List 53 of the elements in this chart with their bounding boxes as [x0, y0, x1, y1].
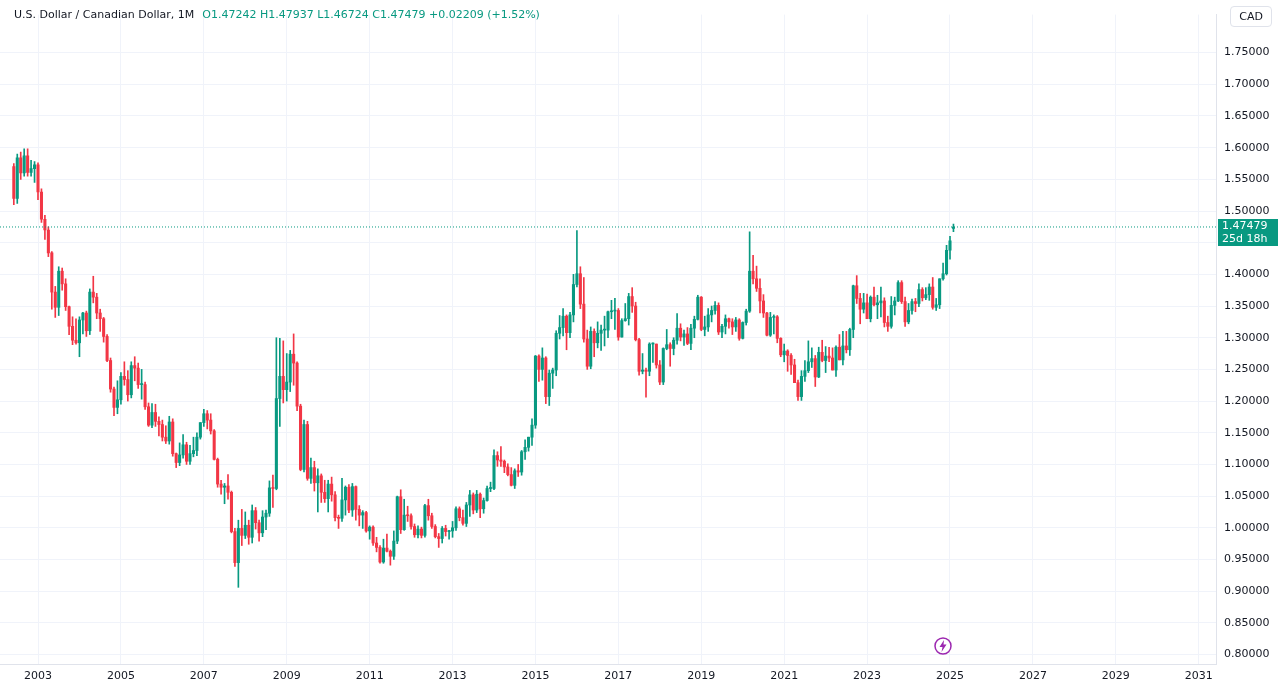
y-tick-label: 1.05000 [1224, 488, 1270, 502]
candlestick [271, 474, 275, 508]
x-tick-label: 2013 [438, 669, 467, 683]
y-tick-label: 0.95000 [1224, 552, 1270, 566]
y-tick-label: 0.90000 [1224, 584, 1270, 597]
candlestick [361, 510, 365, 529]
candlestick [772, 314, 776, 335]
y-tick-label: 1.40000 [1224, 267, 1270, 281]
chart-title: U.S. Dollar / Canadian Dollar, 1M [14, 8, 195, 21]
y-tick-label: 0.80000 [1224, 647, 1270, 661]
candlestick [668, 342, 672, 367]
candlestick [499, 446, 503, 467]
candlestick [74, 318, 78, 345]
x-tick-label: 2003 [24, 669, 52, 683]
candlestick [682, 329, 686, 346]
y-tick-label: 1.70000 [1224, 77, 1270, 91]
x-tick-label: 2017 [604, 669, 633, 683]
y-tick-label: 1.10000 [1224, 457, 1270, 471]
y-tick-label: 1.75000 [1224, 45, 1270, 59]
x-tick-label: 2007 [189, 669, 218, 683]
ref-line-label: 1.47479 [1222, 218, 1268, 232]
y-tick-label: 1.60000 [1224, 140, 1270, 154]
y-tick-label: 1.55000 [1224, 172, 1270, 186]
x-tick-label: 2029 [1101, 669, 1130, 683]
x-tick-label: 2023 [853, 669, 882, 683]
y-tick-label: 1.15000 [1224, 425, 1270, 439]
y-tick-label: 1.25000 [1224, 362, 1270, 376]
x-tick-label: 2021 [770, 669, 799, 683]
chart-subtitle: O1.47242 H1.47937 L1.46724 C1.47479 +0.02209 (+1.52%) [202, 8, 540, 21]
y-tick-label: 1.65000 [1224, 108, 1270, 122]
x-tick-label: 2009 [272, 669, 301, 683]
text: 25d 18h [1222, 231, 1268, 245]
y-tick-label: 1.00000 [1224, 520, 1270, 534]
candlestick [516, 464, 520, 477]
candlestick [285, 353, 289, 402]
candlestick [240, 509, 244, 546]
candlestick [385, 533, 389, 553]
x-tick-label: 2015 [521, 669, 550, 683]
y-tick-label: 1.35000 [1224, 298, 1270, 312]
y-tick-label: 1.50000 [1224, 203, 1270, 217]
y-tick-label: 0.85000 [1224, 615, 1270, 629]
candlestick [281, 340, 285, 404]
x-tick-label: 2027 [1018, 669, 1047, 683]
candlestick [316, 468, 320, 513]
x-tick-label: 2025 [936, 669, 964, 683]
x-tick-label: 2031 [1184, 669, 1213, 683]
y-axis-title: CAD [1230, 6, 1272, 27]
candlestick [644, 367, 648, 398]
x-tick-label: 2019 [687, 669, 716, 683]
x-tick-label: 2011 [355, 669, 384, 683]
y-tick-label: 1.30000 [1224, 330, 1270, 344]
x-tick-label: 2005 [106, 669, 135, 683]
y-tick-label: 1.20000 [1224, 393, 1270, 407]
